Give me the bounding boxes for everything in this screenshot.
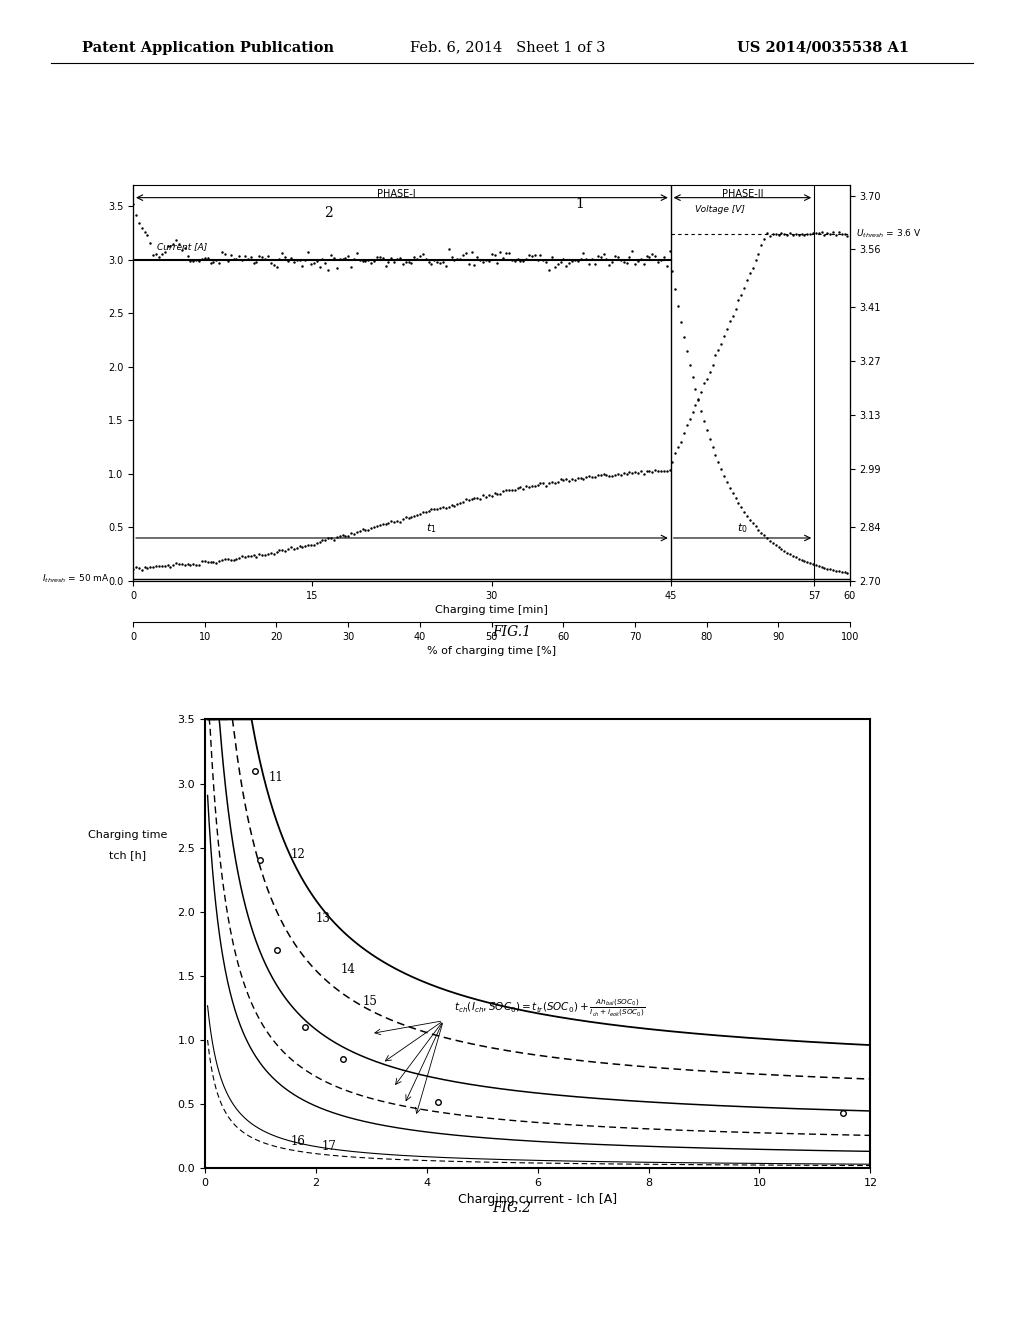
X-axis label: % of charging time [%]: % of charging time [%]: [427, 647, 556, 656]
Text: 11: 11: [268, 771, 284, 784]
Text: US 2014/0035538 A1: US 2014/0035538 A1: [737, 41, 909, 54]
Text: 17: 17: [322, 1140, 336, 1152]
Text: Charging time: Charging time: [88, 830, 168, 841]
X-axis label: Charging time [min]: Charging time [min]: [435, 605, 548, 615]
Text: tch [h]: tch [h]: [110, 850, 146, 861]
Text: 16: 16: [291, 1135, 305, 1148]
Text: Current [A]: Current [A]: [157, 242, 207, 251]
Text: Patent Application Publication: Patent Application Publication: [82, 41, 334, 54]
Text: 15: 15: [362, 995, 378, 1008]
X-axis label: Charging current - Ich [A]: Charging current - Ich [A]: [458, 1193, 617, 1206]
Text: $I_{thresh}$ = 50 mA: $I_{thresh}$ = 50 mA: [42, 573, 110, 585]
Text: FIG.1: FIG.1: [493, 626, 531, 639]
Text: Feb. 6, 2014   Sheet 1 of 3: Feb. 6, 2014 Sheet 1 of 3: [410, 41, 605, 54]
Text: FIG.2: FIG.2: [493, 1201, 531, 1214]
Text: 13: 13: [315, 912, 331, 924]
Text: $t_{ch}(I_{ch}, SOC_0) = t_{tr}(SOC_0) + \frac{Ah_{bal}(SOC_0)}{I_{ch} + i_{eok}: $t_{ch}(I_{ch}, SOC_0) = t_{tr}(SOC_0) +…: [455, 997, 645, 1019]
Text: 1: 1: [575, 198, 584, 211]
Text: 12: 12: [291, 847, 305, 861]
Text: $t_0$: $t_0$: [737, 521, 748, 536]
Text: 2: 2: [325, 206, 333, 220]
Text: Voltage [V]: Voltage [V]: [694, 205, 744, 214]
Text: PHASE-I: PHASE-I: [377, 189, 416, 198]
Text: 14: 14: [341, 964, 355, 975]
Text: PHASE-II: PHASE-II: [722, 189, 763, 198]
Text: $U_{thresh}$ = 3.6 V: $U_{thresh}$ = 3.6 V: [856, 228, 922, 240]
Text: $t_1$: $t_1$: [426, 521, 437, 536]
